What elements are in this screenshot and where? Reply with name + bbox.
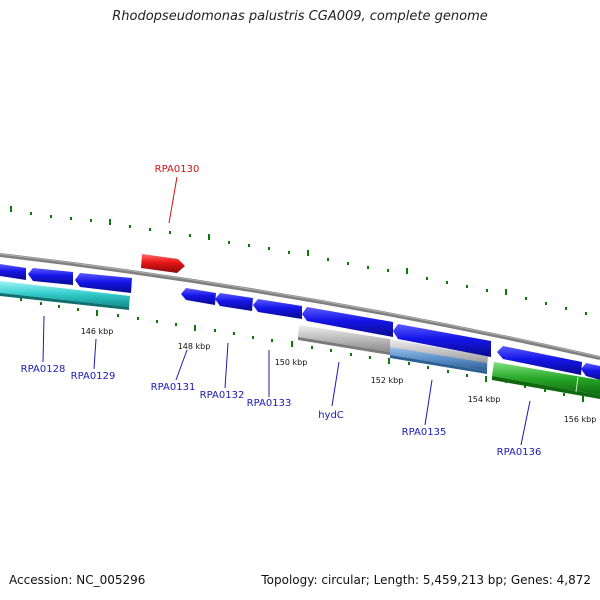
upper-tick-track — [10, 206, 587, 315]
cds-arrow — [75, 273, 132, 293]
genome-backbone-highlight — [0, 253, 600, 358]
gene-label: RPA0129 — [71, 371, 116, 382]
tick-label: 154 kbp — [468, 395, 501, 404]
steel-feature-fill — [390, 347, 487, 371]
genome-backbone — [0, 253, 600, 360]
cds-arrow — [0, 264, 26, 280]
map-title: Rhodopseudomonas palustris CGA009, compl… — [112, 9, 488, 24]
tick-label: 150 kbp — [275, 358, 308, 367]
lower-tick-track — [20, 298, 584, 402]
cyan-feature-shadow — [0, 293, 129, 310]
accession-label: Accession: NC_005296 — [9, 573, 146, 587]
tick-label: 148 kbp — [178, 342, 211, 351]
cds-arrow — [253, 299, 302, 319]
green-feature-shadow — [492, 376, 600, 399]
cds-arrow — [181, 288, 216, 305]
gene-label: RPA0132 — [200, 390, 245, 401]
highlighted-cds-arrow — [141, 254, 185, 273]
gray-feature-shadow — [298, 337, 390, 355]
cds-arrow — [393, 324, 491, 357]
gene-label: RPA0133 — [247, 398, 292, 409]
tick-label: 146 kbp — [81, 327, 114, 336]
gene-label: RPA0131 — [151, 382, 196, 393]
gene-label: RPA0128 — [21, 364, 66, 375]
tick-label: 156 kbp — [564, 415, 597, 424]
steel-feature-shadow — [390, 355, 487, 374]
cds-track — [0, 264, 600, 380]
leader-lines — [42, 315, 531, 446]
gray-feature — [298, 325, 390, 352]
gene-label: RPA0130 — [155, 164, 200, 175]
cds-arrow — [28, 268, 73, 285]
cds-arrow — [302, 307, 393, 337]
gene-label: RPA0135 — [402, 427, 447, 438]
cyan-feature — [0, 281, 130, 307]
leader-line-red — [168, 176, 178, 224]
cds-arrow — [215, 293, 253, 311]
gene-label: hydC — [318, 410, 344, 421]
gene-label: RPA0136 — [497, 447, 542, 458]
cds-arrow — [497, 346, 582, 375]
green-feature — [492, 362, 600, 395]
green-feature-divider — [575, 376, 579, 393]
cds-arrow — [581, 363, 600, 380]
tick-label: 152 kbp — [371, 376, 404, 385]
genome-summary: Topology: circular; Length: 5,459,213 bp… — [261, 573, 591, 587]
